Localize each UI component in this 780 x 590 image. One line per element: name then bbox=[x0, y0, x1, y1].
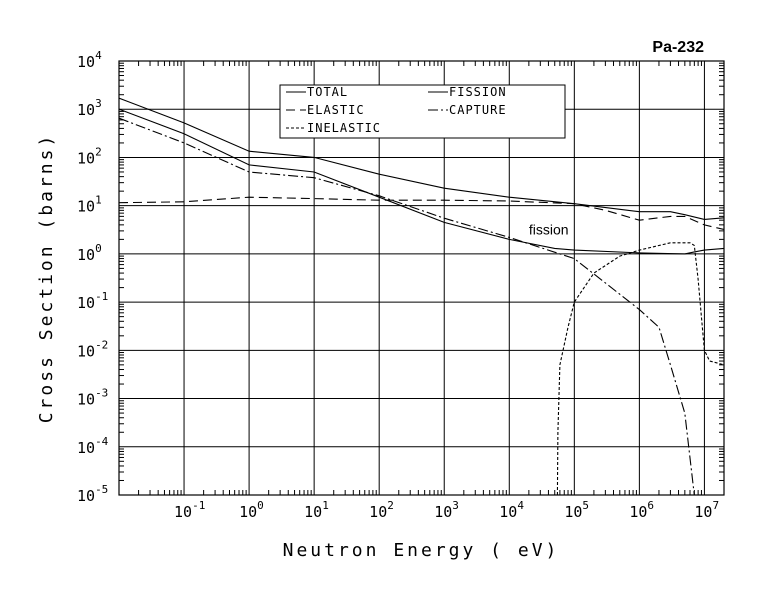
x-tick-labels: 10-1 100 101 102 103 104 105 106 107 bbox=[174, 499, 719, 521]
y-axis-label: Cross Section (barns) bbox=[36, 133, 57, 424]
x-axis-label: Neutron Energy ( eV) bbox=[283, 540, 560, 561]
x-tick-label: 103 bbox=[434, 499, 459, 521]
series-line-capture bbox=[119, 117, 695, 495]
plot-frame bbox=[118, 60, 725, 496]
legend-label: FISSION bbox=[449, 85, 507, 99]
x-tick-label: 100 bbox=[239, 499, 264, 521]
series-group bbox=[119, 97, 724, 495]
y-tick-label: 10-3 bbox=[77, 387, 108, 409]
chart-title: Pa-232 bbox=[652, 39, 704, 56]
y-tick-label: 101 bbox=[77, 194, 102, 216]
annotation-label: fission bbox=[529, 222, 569, 238]
x-tick-label: 105 bbox=[564, 499, 589, 521]
series-line-total bbox=[119, 97, 724, 220]
y-tick-label: 102 bbox=[77, 145, 102, 167]
series-line-fission bbox=[119, 108, 724, 255]
legend-label: CAPTURE bbox=[449, 103, 507, 117]
legend-label: INELASTIC bbox=[307, 121, 381, 135]
y-tick-label: 103 bbox=[77, 97, 102, 119]
y-tick-label: 100 bbox=[77, 242, 102, 264]
y-tick-label: 10-1 bbox=[77, 290, 108, 312]
y-tick-labels: 104 103 102 101 100 10-1 10-2 10-3 10-4 10-5 bbox=[77, 49, 109, 505]
x-tick-label: 106 bbox=[629, 499, 654, 521]
annotations: fission bbox=[529, 222, 569, 238]
y-tick-label: 104 bbox=[77, 49, 102, 71]
series-line-elastic bbox=[119, 196, 724, 231]
x-tick-label: 10-1 bbox=[174, 499, 205, 521]
x-tick-label: 104 bbox=[499, 499, 524, 521]
x-tick-label: 101 bbox=[304, 499, 329, 521]
legend-box bbox=[279, 84, 566, 139]
x-tick-label: 102 bbox=[369, 499, 394, 521]
series-line-inelastic bbox=[556, 242, 724, 495]
legend-label: ELASTIC bbox=[307, 103, 365, 117]
y-tick-label: 10-2 bbox=[77, 338, 108, 360]
x-tick-label: 107 bbox=[694, 499, 719, 521]
y-tick-label: 10-4 bbox=[77, 435, 109, 457]
legend-label: TOTAL bbox=[307, 85, 348, 99]
legend: TOTAL FISSION ELASTIC CAPTURE INELASTIC bbox=[279, 84, 566, 139]
y-tick-label: 10-5 bbox=[77, 483, 108, 505]
